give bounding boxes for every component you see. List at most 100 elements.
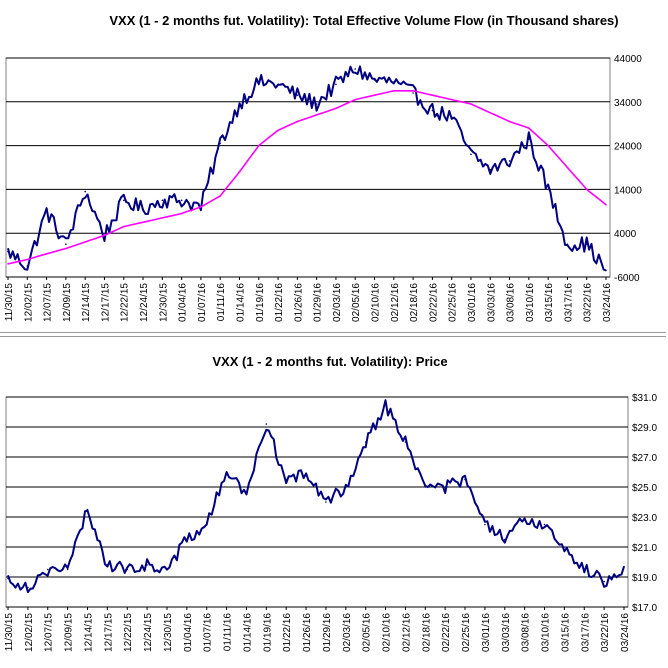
x-tick-label: 01/19/16 bbox=[262, 613, 273, 652]
data-point bbox=[180, 212, 183, 215]
x-tick-label: 01/14/16 bbox=[242, 613, 253, 652]
data-point bbox=[345, 486, 347, 488]
x-tick-label: 01/29/16 bbox=[322, 613, 333, 652]
chart-title: VXX (1 - 2 months fut. Volatility): Tota… bbox=[109, 13, 618, 28]
data-point bbox=[393, 90, 395, 92]
data-point bbox=[122, 225, 125, 228]
y-tick-label: 34000 bbox=[614, 98, 642, 109]
data-point bbox=[508, 160, 511, 162]
data-point bbox=[412, 92, 414, 94]
series-line-primary bbox=[7, 399, 625, 594]
data-point bbox=[305, 474, 307, 476]
plot-area bbox=[5, 396, 629, 608]
data-point bbox=[373, 79, 376, 81]
x-tick-label: 01/22/16 bbox=[282, 613, 293, 652]
data-point bbox=[7, 577, 9, 580]
x-tick-label: 01/11/16 bbox=[223, 613, 234, 652]
data-point bbox=[470, 153, 472, 156]
data-point bbox=[566, 243, 569, 245]
data-point bbox=[26, 265, 29, 267]
data-point bbox=[86, 508, 89, 511]
y-tick-label: $29.0 bbox=[632, 423, 657, 434]
x-tick-label: 03/15/16 bbox=[560, 613, 571, 652]
data-point bbox=[45, 210, 48, 213]
data-point bbox=[431, 109, 434, 112]
data-point bbox=[26, 258, 29, 261]
y-tick-label: $27.0 bbox=[632, 453, 657, 464]
x-tick-label: 12/24/15 bbox=[139, 283, 150, 322]
data-point bbox=[45, 252, 48, 255]
data-point bbox=[354, 68, 357, 70]
y-tick-label: $19.0 bbox=[632, 573, 657, 584]
x-tick-label: 01/11/16 bbox=[216, 283, 227, 322]
data-point bbox=[122, 199, 125, 202]
data-point bbox=[470, 103, 472, 105]
y-tick-label: -6000 bbox=[614, 273, 640, 284]
data-point bbox=[200, 206, 202, 208]
data-point bbox=[444, 486, 446, 488]
x-tick-label: 01/26/16 bbox=[293, 283, 304, 322]
data-point bbox=[484, 523, 486, 526]
data-point bbox=[605, 203, 607, 206]
x-tick-label: 02/10/16 bbox=[382, 613, 393, 652]
data-point bbox=[450, 116, 453, 118]
x-tick-label: 02/25/16 bbox=[448, 283, 459, 322]
data-point bbox=[412, 90, 414, 92]
x-tick-label: 12/02/15 bbox=[24, 613, 35, 652]
data-point bbox=[84, 190, 86, 193]
x-tick-label: 12/24/15 bbox=[143, 613, 154, 652]
x-tick-label: 03/10/16 bbox=[525, 283, 536, 322]
data-point bbox=[277, 83, 279, 86]
data-point bbox=[238, 103, 241, 105]
data-point bbox=[393, 81, 395, 83]
y-tick-label: $31.0 bbox=[632, 393, 657, 404]
x-tick-label: 12/09/15 bbox=[64, 613, 75, 652]
data-point bbox=[315, 103, 318, 105]
x-tick-label: 01/14/16 bbox=[235, 283, 246, 322]
x-tick-label: 02/18/16 bbox=[409, 283, 420, 322]
data-point bbox=[450, 98, 453, 101]
data-point bbox=[354, 98, 357, 101]
x-tick-label: 01/07/16 bbox=[197, 283, 208, 322]
x-tick-label: 02/12/16 bbox=[401, 613, 412, 652]
data-point bbox=[605, 269, 607, 272]
data-point bbox=[489, 168, 492, 171]
x-tick-label: 12/22/15 bbox=[123, 613, 134, 652]
data-point bbox=[142, 221, 144, 224]
x-tick-label: 01/04/16 bbox=[178, 283, 189, 322]
x-tick-label: 03/08/16 bbox=[521, 613, 532, 652]
data-point bbox=[257, 144, 260, 147]
x-tick-label: 02/22/16 bbox=[428, 283, 439, 322]
x-tick-label: 02/25/16 bbox=[461, 613, 472, 652]
x-tick-label: 12/30/15 bbox=[158, 283, 169, 322]
data-point bbox=[528, 138, 530, 140]
x-tick-label: 03/01/16 bbox=[467, 283, 478, 322]
y-tick-label: $21.0 bbox=[632, 543, 657, 554]
data-point bbox=[142, 208, 144, 210]
data-point bbox=[585, 188, 588, 191]
data-point bbox=[103, 234, 106, 237]
y-tick-label: 44000 bbox=[614, 54, 642, 65]
x-tick-label: 02/22/16 bbox=[441, 613, 452, 652]
volume-flow-chart: VXX (1 - 2 months fut. Volatility): Tota… bbox=[4, 13, 642, 322]
data-point bbox=[161, 217, 164, 219]
x-tick-label: 01/22/16 bbox=[274, 283, 285, 322]
data-point bbox=[166, 568, 168, 571]
x-tick-label: 03/24/16 bbox=[620, 613, 631, 652]
x-tick-label: 01/19/16 bbox=[255, 283, 266, 322]
data-point bbox=[364, 441, 367, 443]
x-tick-label: 03/01/16 bbox=[481, 613, 492, 652]
series-line-primary bbox=[7, 65, 607, 272]
x-tick-label: 12/14/15 bbox=[81, 283, 92, 322]
x-tick-label: 01/04/16 bbox=[183, 613, 194, 652]
x-tick-label: 12/14/15 bbox=[83, 613, 94, 652]
x-tick-label: 03/15/16 bbox=[544, 283, 555, 322]
y-tick-label: 24000 bbox=[614, 142, 642, 153]
data-point bbox=[225, 471, 228, 473]
x-tick-label: 02/03/16 bbox=[342, 613, 353, 652]
data-point bbox=[205, 523, 208, 526]
x-tick-label: 01/29/16 bbox=[313, 283, 324, 322]
x-tick-label: 03/24/16 bbox=[602, 283, 613, 322]
data-point bbox=[623, 565, 625, 568]
data-point bbox=[464, 478, 466, 481]
